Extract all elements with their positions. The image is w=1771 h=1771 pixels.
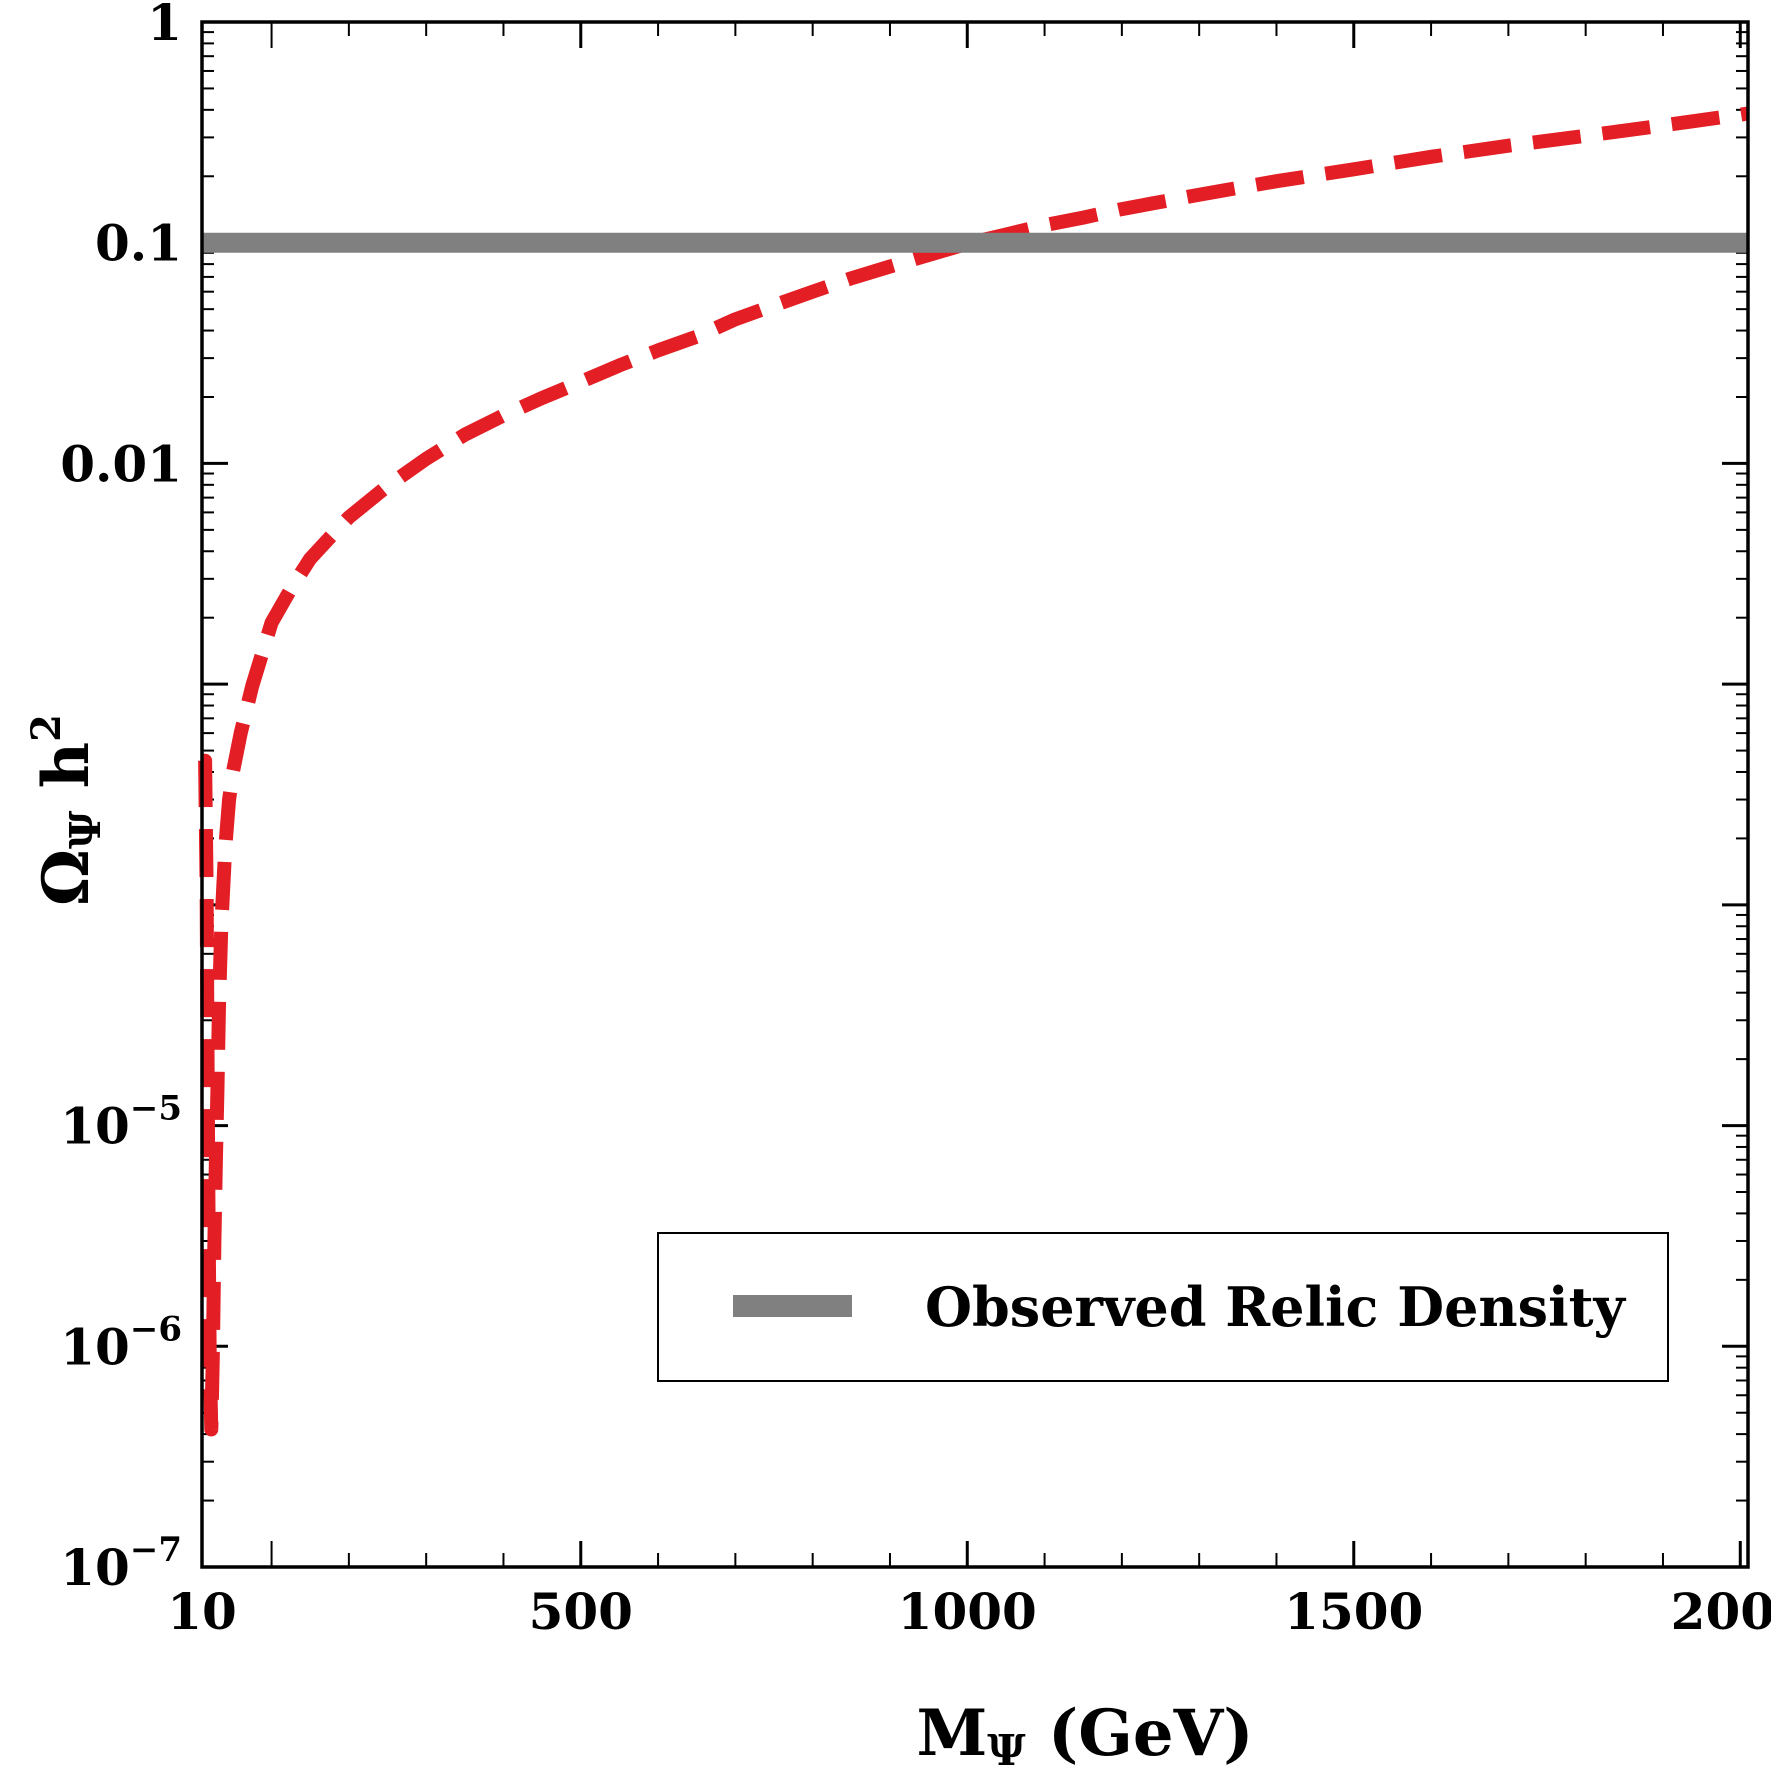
series-layer (198, 106, 1750, 1437)
y-tick-label: 10−6 (60, 1309, 182, 1376)
y-tick-label-base: 10 (60, 1317, 130, 1376)
y-tick-label: 0.01 (60, 434, 182, 493)
y-tick-label: 1 (147, 0, 182, 52)
x-tick-labels: 10 500 1000 1500 2000 (167, 1582, 1771, 1641)
y-axis-title-main: Ω (29, 849, 104, 906)
x-axis-title: MΨ (GeV) (916, 1696, 1253, 1771)
x-axis-title-main: M (916, 1696, 987, 1771)
x-tick-label: 10 (167, 1582, 237, 1641)
legend: Observed Relic Density (657, 1232, 1669, 1382)
x-axis-title-sub: Ψ (987, 1726, 1026, 1771)
y-axis-title-sup: 2 (23, 714, 70, 742)
y-tick-label-exp: −7 (130, 1530, 182, 1570)
y-tick-label: 10−5 (60, 1089, 182, 1156)
x-minor-ticks (270, 22, 1664, 1567)
x-tick-label: 500 (529, 1582, 633, 1641)
y-tick-label-exp: −6 (130, 1309, 182, 1349)
y-tick-label-base: 10 (60, 1538, 130, 1597)
legend-label-observed-relic-density: Observed Relic Density (925, 1275, 1627, 1339)
y-tick-label-exp: −5 (130, 1089, 182, 1129)
y-tick-label-base: 10 (60, 1097, 130, 1156)
y-tick-label: 10−7 (60, 1530, 182, 1597)
x-tick-label: 2000 (1671, 1582, 1771, 1641)
x-tick-label: 1500 (1284, 1582, 1423, 1641)
y-axis-title: ΩΨ h2 (23, 714, 110, 906)
y-axis-title-sub: Ψ (61, 810, 110, 849)
plot-frame (200, 20, 1750, 1569)
y-tick-label: 0.1 (95, 214, 182, 273)
y-axis-title-rest: h (29, 742, 104, 811)
x-tick-label: 1000 (898, 1582, 1037, 1641)
x-axis-title-rest: (GeV) (1026, 1696, 1254, 1771)
